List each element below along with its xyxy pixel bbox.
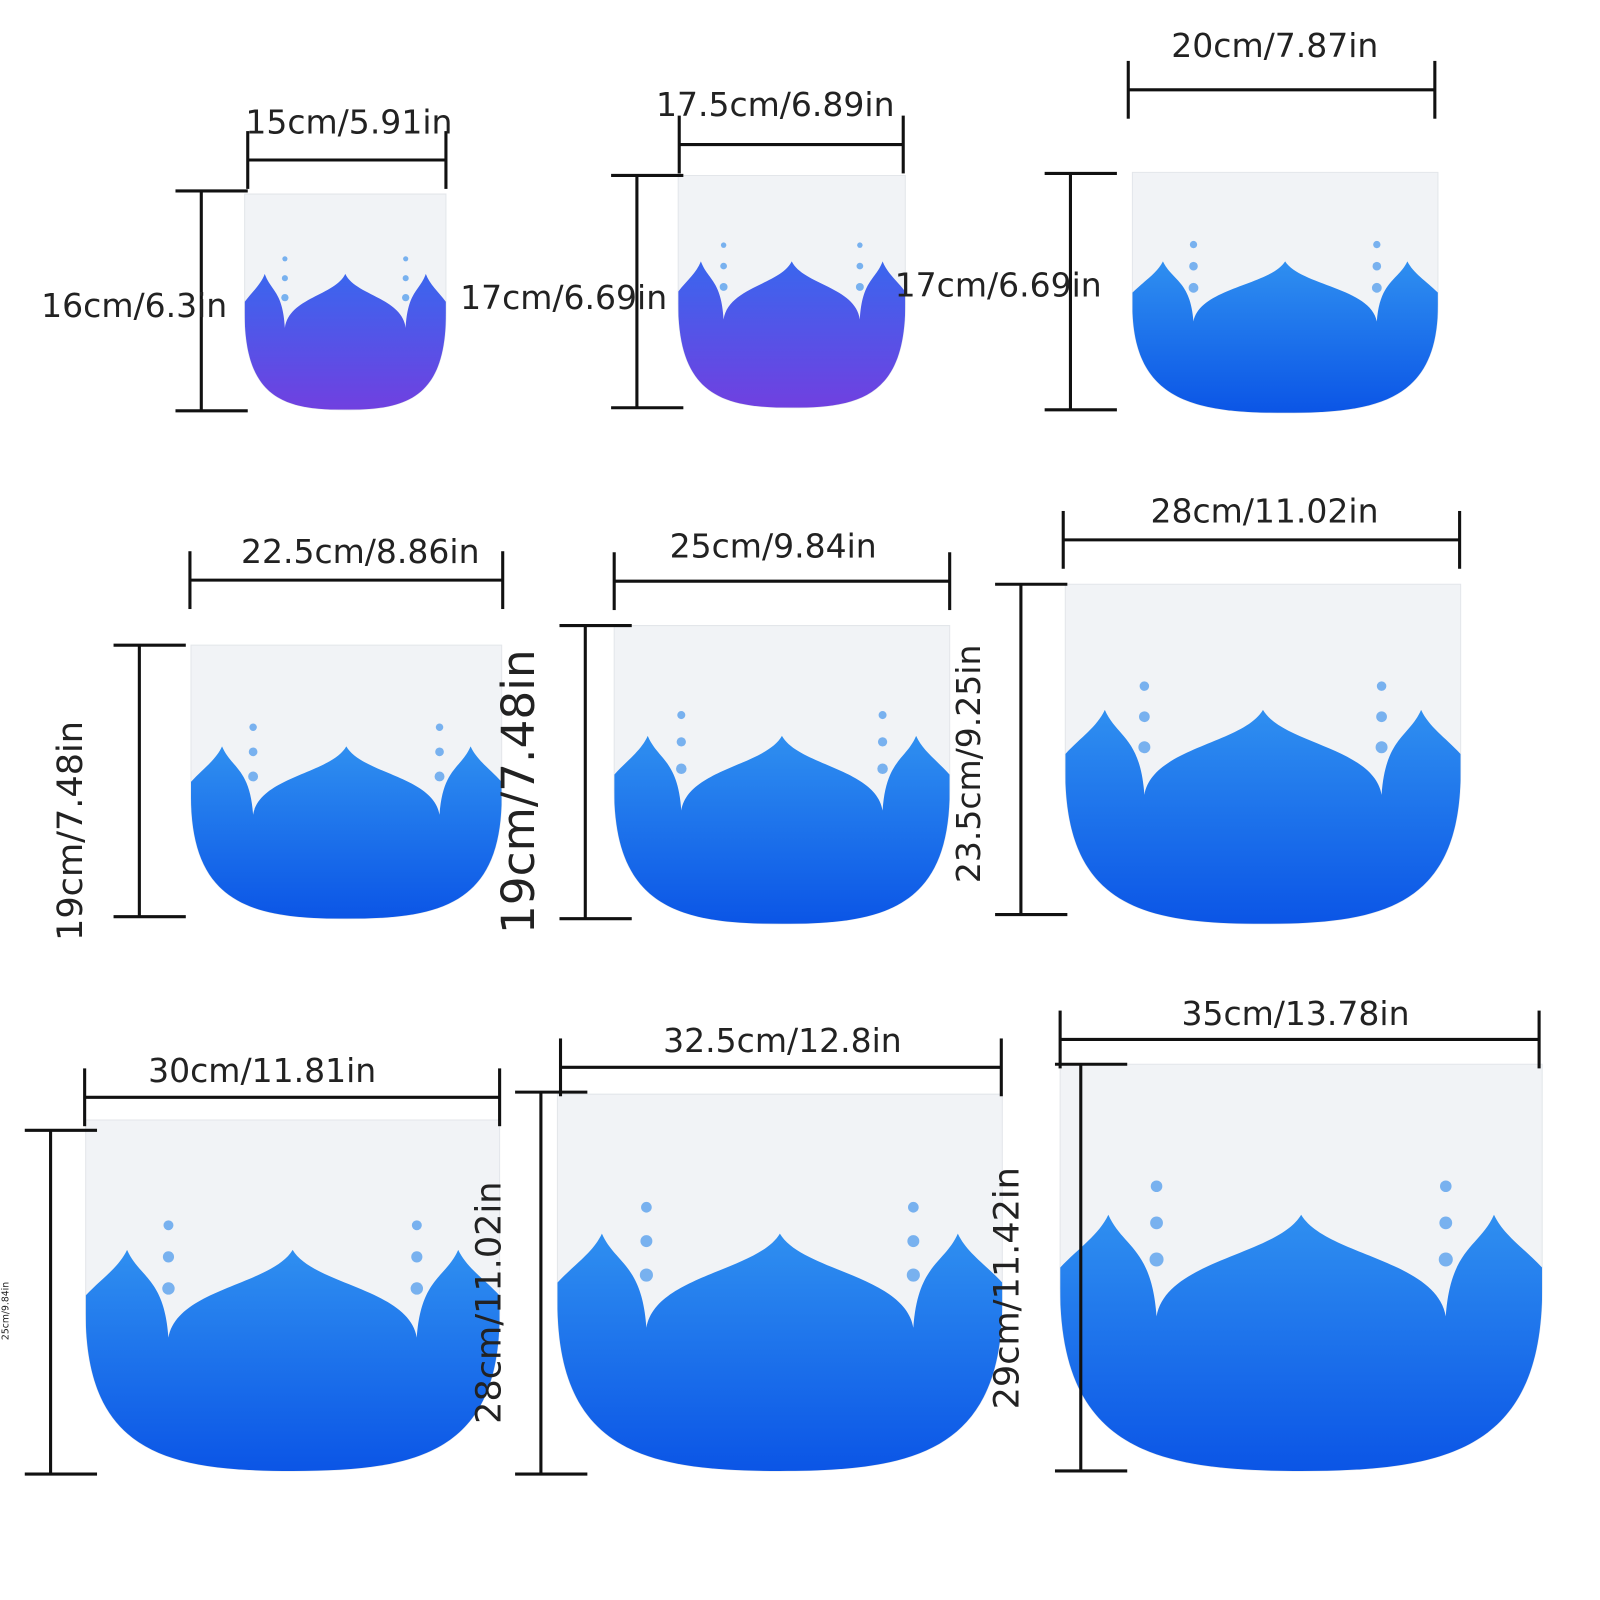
- dot: [639, 1268, 653, 1282]
- dot: [907, 1235, 920, 1248]
- bowl: [244, 193, 447, 411]
- dot: [248, 771, 259, 782]
- dot: [163, 1220, 174, 1231]
- dot: [411, 1251, 423, 1263]
- dot: [720, 262, 727, 270]
- bowl: [613, 625, 951, 925]
- dot: [1376, 711, 1387, 723]
- lotus-pattern: [1132, 261, 1438, 413]
- dot: [249, 723, 257, 731]
- height-label: 25cm/9.84in: [1, 1282, 12, 1340]
- dot: [1188, 282, 1199, 293]
- width-label: 28cm/11.02in: [1150, 492, 1378, 531]
- dot: [877, 763, 888, 775]
- dot: [248, 747, 258, 757]
- lotus-pattern: [678, 261, 906, 408]
- dot: [640, 1235, 653, 1248]
- dot: [1189, 261, 1198, 271]
- width-label: 15cm/5.91in: [245, 102, 452, 141]
- dot: [856, 262, 864, 270]
- dot: [403, 256, 409, 262]
- bowl: [1131, 171, 1439, 414]
- width-label: 25cm/9.84in: [670, 527, 877, 566]
- height-label: 28cm/11.02in: [468, 1182, 509, 1424]
- dot: [857, 242, 863, 248]
- width-label: 32.5cm/12.8in: [663, 1021, 902, 1060]
- lotus-pattern: [1060, 1214, 1543, 1471]
- bowl: [1059, 1063, 1543, 1472]
- dot: [281, 293, 289, 302]
- dot: [282, 256, 288, 262]
- dot: [877, 737, 888, 747]
- dot: [1373, 240, 1381, 249]
- dot: [1439, 1216, 1453, 1230]
- dot: [162, 1251, 175, 1263]
- dot: [1150, 1216, 1163, 1230]
- width-label: 35cm/13.78in: [1181, 994, 1409, 1033]
- dot: [908, 1201, 919, 1213]
- lotus-pattern: [557, 1233, 1003, 1471]
- bowl: [190, 644, 503, 920]
- width-label: 17.5cm/6.89in: [656, 85, 895, 124]
- dot: [1372, 261, 1382, 271]
- bowl: [85, 1119, 501, 1472]
- height-label: 19cm/7.48in: [492, 649, 545, 934]
- lotus-pattern: [614, 735, 950, 924]
- dot: [1150, 1180, 1163, 1193]
- dot: [435, 723, 444, 731]
- dot: [719, 283, 728, 291]
- width-label: 20cm/7.87in: [1171, 26, 1378, 65]
- lotus-pattern: [85, 1249, 500, 1471]
- dot: [677, 711, 686, 720]
- dot: [1375, 741, 1388, 754]
- dot: [411, 1220, 422, 1231]
- height-label: 29cm/11.42in: [987, 1167, 1028, 1409]
- dot: [402, 275, 409, 282]
- bowl: [1064, 583, 1462, 925]
- lotus-pattern: [190, 746, 502, 919]
- bowl: [677, 174, 906, 409]
- height-label: 19cm/7.48in: [50, 721, 91, 941]
- lotus-pattern: [244, 273, 446, 410]
- dot: [410, 1282, 424, 1295]
- dot: [855, 283, 864, 291]
- dot: [1138, 711, 1150, 723]
- height-label: 17cm/6.69in: [460, 278, 667, 317]
- height-label: 23.5cm/9.25in: [949, 645, 988, 884]
- height-label: 16cm/6.3in: [41, 286, 227, 325]
- dot: [162, 1282, 175, 1295]
- dot: [434, 771, 445, 782]
- dot: [1138, 741, 1151, 754]
- dot: [878, 711, 887, 720]
- dot: [281, 275, 288, 282]
- width-label: 22.5cm/8.86in: [241, 532, 480, 571]
- dot: [906, 1268, 920, 1282]
- dot: [676, 763, 687, 775]
- dot: [1139, 681, 1150, 691]
- dot: [402, 293, 410, 302]
- dot: [676, 737, 686, 747]
- dot: [1439, 1180, 1452, 1193]
- dot: [1371, 282, 1382, 293]
- dot: [1149, 1252, 1164, 1267]
- dot: [1376, 681, 1387, 691]
- dot: [435, 747, 444, 757]
- width-label: 30cm/11.81in: [148, 1051, 376, 1090]
- dot: [1189, 240, 1198, 249]
- lotus-pattern: [1065, 709, 1461, 924]
- bowl: [556, 1093, 1003, 1472]
- dot: [1438, 1252, 1453, 1267]
- height-label: 17cm/6.69in: [895, 265, 1102, 304]
- dot: [641, 1201, 652, 1213]
- dot: [720, 242, 727, 248]
